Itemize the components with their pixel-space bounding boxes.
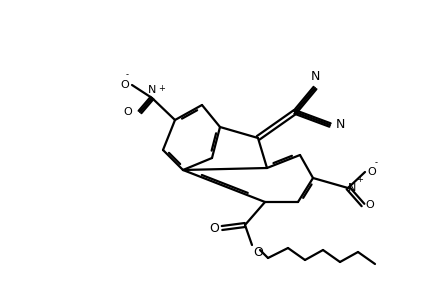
Text: O: O [120,80,129,90]
Text: O: O [367,167,376,177]
Text: -: - [375,158,378,167]
Text: +: + [356,175,363,184]
Text: N: N [148,85,156,95]
Text: O: O [209,222,219,235]
Text: -: - [126,70,129,79]
Text: +: + [158,84,165,93]
Text: N: N [336,119,345,132]
Text: O: O [123,107,132,117]
Text: O: O [253,246,263,259]
Text: O: O [365,200,374,210]
Text: N: N [348,183,356,193]
Text: N: N [310,70,319,83]
